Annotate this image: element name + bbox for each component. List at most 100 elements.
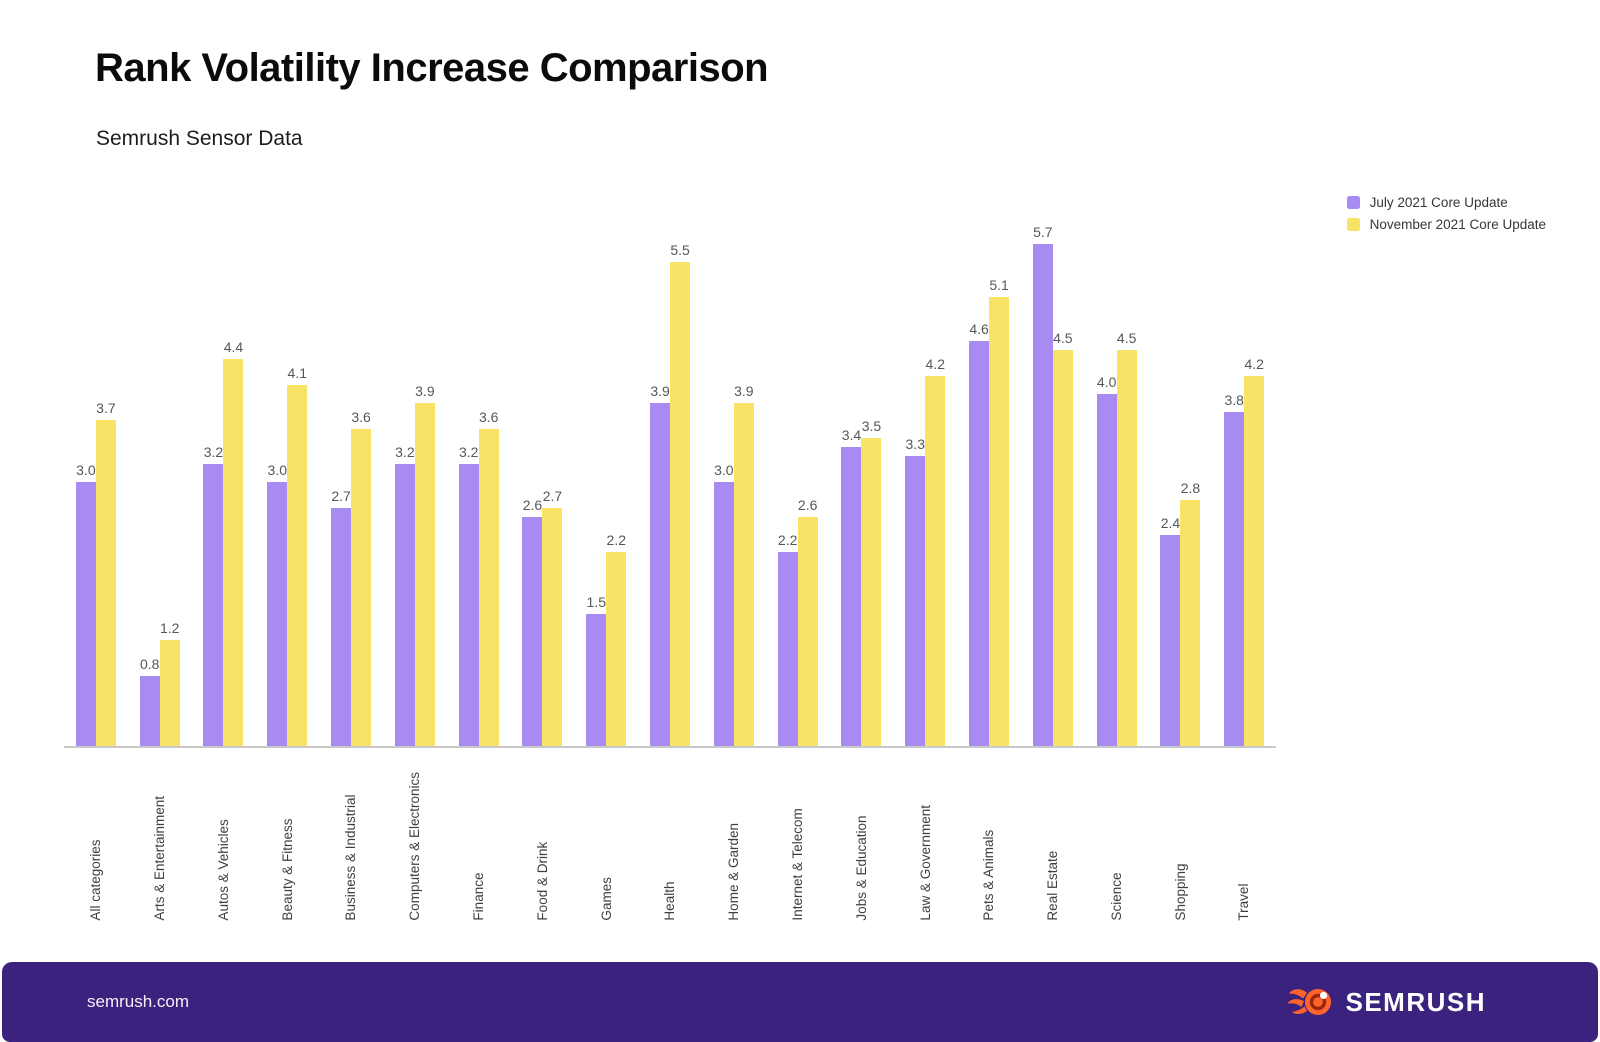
bar-group: 3.2 4.4 [192,186,256,746]
x-axis-label-cell: Law & Government [893,748,957,921]
category-label: Arts & Entertainment [151,796,167,921]
bar-november: 3.9 [414,383,435,746]
x-axis-label-cell: Jobs & Education [830,748,894,921]
bar-value-label: 4.0 [1096,374,1117,390]
bar-value-label: 3.9 [415,382,435,399]
legend-item-november: November 2021 Core Update [1346,217,1546,232]
bar-july: 3.0 [267,462,288,746]
bar-november: 2.8 [1180,480,1201,746]
bar-july: 4.0 [1096,374,1117,746]
x-axis-label-cell: Games [574,748,638,921]
category-label: Travel [1236,883,1252,921]
bar-group: 2.7 3.6 [319,186,383,746]
bar-group: 0.8 1.2 [128,186,192,746]
category-label: Internet & Telecom [789,808,805,921]
bar-value-label: 3.3 [905,435,925,452]
brand-name: SEMRUSH [1345,986,1486,1017]
x-axis-label-cell: Pets & Animals [957,748,1021,921]
category-label: Finance [470,872,486,921]
bar-november: 5.5 [670,242,691,746]
bar-group: 2.6 2.7 [511,186,575,746]
bar-value-label: 3.0 [76,462,96,478]
bar-value-label: 2.7 [542,488,563,505]
bar-value-label: 4.1 [287,365,308,382]
x-axis-label-cell: Internet & Telecom [766,748,830,921]
bar-july: 2.6 [522,497,543,746]
x-axis-label-cell: Science [1085,748,1149,921]
bar-july: 4.6 [969,321,990,746]
bar-group: 3.0 3.7 [64,186,128,746]
page-title: Rank Volatility Increase Comparison [95,46,769,90]
bar-value-label: 2.2 [777,532,798,549]
category-label: Games [598,877,614,921]
chart-plot-area: 3.0 3.7 0.8 1.2 3.2 4.4 3.0 4.1 2.7 3.6 3.2 3.9 3.2 3… [64,186,1276,748]
category-label: Jobs & Education [853,815,869,921]
bar-value-label: 2.6 [522,497,543,514]
bar-july: 3.0 [75,462,96,746]
x-axis-label-cell: Travel [1212,748,1276,921]
bar-group: 5.7 4.5 [1021,186,1085,746]
category-label: Pets & Animals [981,829,997,921]
bar-value-label: 4.5 [1116,330,1137,346]
bar-value-label: 5.5 [670,242,690,258]
bar-november: 4.5 [1052,330,1073,746]
bar-july: 2.7 [331,488,352,746]
bar-group: 3.3 4.2 [893,186,957,746]
bar-value-label: 2.8 [1180,479,1201,496]
bar-value-label: 3.5 [861,418,882,434]
bar-november: 3.9 [733,383,754,746]
category-label: Science [1108,872,1124,921]
bar-value-label: 1.5 [586,594,606,610]
bar-value-label: 1.2 [159,620,180,637]
bar-november: 3.6 [478,409,499,746]
bar-july: 3.2 [394,444,415,746]
x-axis-label-cell: Food & Drink [511,748,575,921]
legend-item-july: July 2021 Core Update [1346,195,1546,210]
legend-label-july: July 2021 Core Update [1369,195,1508,210]
bar-group: 3.2 3.9 [383,186,447,746]
bar-july: 3.3 [905,436,926,746]
bar-group: 3.0 4.1 [255,186,319,746]
category-label: Health [662,881,678,921]
bar-july: 3.2 [458,444,479,746]
bar-group: 2.2 2.6 [766,186,830,746]
category-label: Business & Industrial [343,794,359,921]
x-axis-label-cell: Computers & Electronics [383,748,447,921]
bar-value-label: 4.6 [969,321,989,338]
bar-july: 3.4 [841,427,862,746]
x-axis-label-cell: Real Estate [1021,748,1085,921]
x-axis-label-cell: Health [638,748,702,921]
bar-november: 4.2 [925,356,946,746]
footer-bar: semrush.com SEMRUSH [2,962,1598,1042]
bar-november: 4.1 [287,365,308,746]
bar-value-label: 2.7 [331,488,351,505]
bar-november: 4.4 [223,339,244,746]
bar-july: 1.5 [586,594,607,746]
bar-value-label: 3.7 [96,400,116,417]
bar-value-label: 3.8 [1224,391,1244,408]
bar-value-label: 3.2 [203,444,224,461]
bar-value-label: 4.2 [1244,356,1264,373]
bar-value-label: 3.6 [478,409,499,426]
bar-value-label: 3.2 [458,444,479,461]
bar-july: 3.0 [713,462,734,746]
bar-july: 5.7 [1032,224,1053,746]
bar-november: 4.5 [1116,330,1137,746]
x-axis-label-cell: Business & Industrial [319,748,383,921]
bar-november: 3.5 [861,418,882,746]
bar-value-label: 4.4 [223,338,244,355]
bar-value-label: 4.5 [1053,330,1073,346]
bar-value-label: 3.0 [267,462,288,478]
bar-value-label: 3.4 [841,426,862,443]
category-label: Autos & Vehicles [215,819,231,921]
footer-url-link[interactable]: semrush.com [87,992,190,1011]
x-axis-label-cell: Shopping [1149,748,1213,921]
bar-value-label: 2.2 [606,532,626,549]
legend-label-november: November 2021 Core Update [1369,217,1546,232]
x-axis-label-cell: Arts & Entertainment [128,748,192,921]
legend-swatch-july-icon [1346,196,1360,209]
bar-november: 3.7 [95,400,116,746]
x-axis-label-cell: Finance [447,748,511,921]
category-label: All categories [88,839,104,921]
